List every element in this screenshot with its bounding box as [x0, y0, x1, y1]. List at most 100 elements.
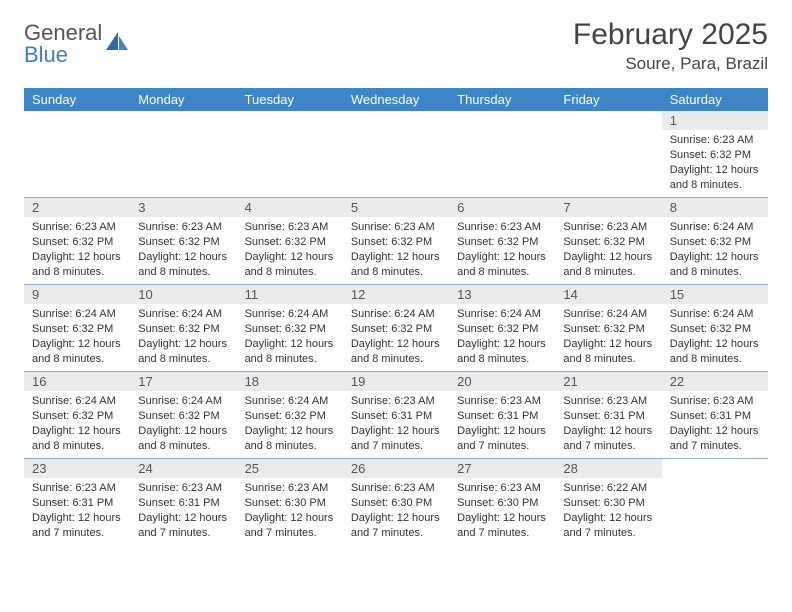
cell-body: Sunrise: 6:22 AMSunset: 6:30 PMDaylight:…	[555, 478, 661, 544]
month-title: February 2025	[573, 18, 768, 52]
day-number: 3	[130, 198, 236, 217]
day-header: Friday	[555, 88, 661, 111]
cell-body: Sunrise: 6:23 AMSunset: 6:32 PMDaylight:…	[449, 217, 555, 283]
cell-body: Sunrise: 6:23 AMSunset: 6:32 PMDaylight:…	[343, 217, 449, 283]
calendar-cell: 13Sunrise: 6:24 AMSunset: 6:32 PMDayligh…	[449, 285, 555, 371]
day-number: 17	[130, 372, 236, 391]
calendar-cell: 20Sunrise: 6:23 AMSunset: 6:31 PMDayligh…	[449, 372, 555, 458]
week-row: 9Sunrise: 6:24 AMSunset: 6:32 PMDaylight…	[24, 284, 768, 371]
calendar-cell: 10Sunrise: 6:24 AMSunset: 6:32 PMDayligh…	[130, 285, 236, 371]
calendar-cell: 19Sunrise: 6:23 AMSunset: 6:31 PMDayligh…	[343, 372, 449, 458]
location: Soure, Para, Brazil	[573, 54, 768, 74]
day-number: 10	[130, 285, 236, 304]
cell-body: Sunrise: 6:23 AMSunset: 6:32 PMDaylight:…	[130, 217, 236, 283]
day-number: 14	[555, 285, 661, 304]
day-number: 4	[237, 198, 343, 217]
cell-body: Sunrise: 6:24 AMSunset: 6:32 PMDaylight:…	[662, 304, 768, 370]
calendar-cell: 25Sunrise: 6:23 AMSunset: 6:30 PMDayligh…	[237, 459, 343, 545]
calendar-cell: 17Sunrise: 6:24 AMSunset: 6:32 PMDayligh…	[130, 372, 236, 458]
cell-body: Sunrise: 6:24 AMSunset: 6:32 PMDaylight:…	[343, 304, 449, 370]
logo-line2: Blue	[24, 42, 68, 67]
cell-body: Sunrise: 6:24 AMSunset: 6:32 PMDaylight:…	[24, 391, 130, 457]
day-number: 20	[449, 372, 555, 391]
cell-body: Sunrise: 6:23 AMSunset: 6:30 PMDaylight:…	[343, 478, 449, 544]
cell-body: Sunrise: 6:23 AMSunset: 6:31 PMDaylight:…	[449, 391, 555, 457]
day-header: Wednesday	[343, 88, 449, 111]
day-header: Monday	[130, 88, 236, 111]
calendar-cell: 0	[662, 459, 768, 545]
calendar-cell: 4Sunrise: 6:23 AMSunset: 6:32 PMDaylight…	[237, 198, 343, 284]
cell-body: Sunrise: 6:23 AMSunset: 6:32 PMDaylight:…	[24, 217, 130, 283]
calendar-cell: 28Sunrise: 6:22 AMSunset: 6:30 PMDayligh…	[555, 459, 661, 545]
day-number: 26	[343, 459, 449, 478]
cell-body: Sunrise: 6:23 AMSunset: 6:32 PMDaylight:…	[555, 217, 661, 283]
cell-body: Sunrise: 6:23 AMSunset: 6:31 PMDaylight:…	[343, 391, 449, 457]
day-number: 9	[24, 285, 130, 304]
cell-body: Sunrise: 6:24 AMSunset: 6:32 PMDaylight:…	[237, 304, 343, 370]
calendar-cell: 23Sunrise: 6:23 AMSunset: 6:31 PMDayligh…	[24, 459, 130, 545]
cell-body: Sunrise: 6:24 AMSunset: 6:32 PMDaylight:…	[130, 304, 236, 370]
calendar-cell: 26Sunrise: 6:23 AMSunset: 6:30 PMDayligh…	[343, 459, 449, 545]
cell-body: Sunrise: 6:23 AMSunset: 6:31 PMDaylight:…	[555, 391, 661, 457]
day-number: 19	[343, 372, 449, 391]
calendar-cell: 0	[24, 111, 130, 197]
day-header: Sunday	[24, 88, 130, 111]
cell-body: Sunrise: 6:23 AMSunset: 6:31 PMDaylight:…	[662, 391, 768, 457]
calendar-cell: 0	[130, 111, 236, 197]
calendar-cell: 5Sunrise: 6:23 AMSunset: 6:32 PMDaylight…	[343, 198, 449, 284]
week-row: 16Sunrise: 6:24 AMSunset: 6:32 PMDayligh…	[24, 371, 768, 458]
cell-body: Sunrise: 6:23 AMSunset: 6:30 PMDaylight:…	[449, 478, 555, 544]
calendar-cell: 0	[237, 111, 343, 197]
day-number: 18	[237, 372, 343, 391]
calendar-cell: 11Sunrise: 6:24 AMSunset: 6:32 PMDayligh…	[237, 285, 343, 371]
day-number: 21	[555, 372, 661, 391]
day-number: 27	[449, 459, 555, 478]
week-row: 0 0 0 0 0 0 1Sunrise: 6:23 AMSunset: 6:3…	[24, 111, 768, 197]
day-header: Tuesday	[237, 88, 343, 111]
calendar-cell: 22Sunrise: 6:23 AMSunset: 6:31 PMDayligh…	[662, 372, 768, 458]
calendar-cell: 12Sunrise: 6:24 AMSunset: 6:32 PMDayligh…	[343, 285, 449, 371]
weeks-container: 0 0 0 0 0 0 1Sunrise: 6:23 AMSunset: 6:3…	[24, 111, 768, 545]
header: General Blue February 2025 Soure, Para, …	[24, 18, 768, 74]
title-block: February 2025 Soure, Para, Brazil	[573, 18, 768, 74]
day-number: 1	[662, 111, 768, 130]
cell-body: Sunrise: 6:24 AMSunset: 6:32 PMDaylight:…	[449, 304, 555, 370]
day-number: 13	[449, 285, 555, 304]
calendar-cell: 0	[555, 111, 661, 197]
day-number: 5	[343, 198, 449, 217]
day-number: 8	[662, 198, 768, 217]
cell-body: Sunrise: 6:23 AMSunset: 6:32 PMDaylight:…	[662, 130, 768, 196]
logo: General Blue	[24, 22, 130, 66]
calendar-cell: 16Sunrise: 6:24 AMSunset: 6:32 PMDayligh…	[24, 372, 130, 458]
calendar: SundayMondayTuesdayWednesdayThursdayFrid…	[24, 88, 768, 545]
calendar-cell: 1Sunrise: 6:23 AMSunset: 6:32 PMDaylight…	[662, 111, 768, 197]
day-number: 15	[662, 285, 768, 304]
calendar-cell: 2Sunrise: 6:23 AMSunset: 6:32 PMDaylight…	[24, 198, 130, 284]
day-number: 2	[24, 198, 130, 217]
calendar-cell: 15Sunrise: 6:24 AMSunset: 6:32 PMDayligh…	[662, 285, 768, 371]
day-number: 23	[24, 459, 130, 478]
day-number: 24	[130, 459, 236, 478]
cell-body: Sunrise: 6:24 AMSunset: 6:32 PMDaylight:…	[237, 391, 343, 457]
calendar-cell: 21Sunrise: 6:23 AMSunset: 6:31 PMDayligh…	[555, 372, 661, 458]
cell-body: Sunrise: 6:24 AMSunset: 6:32 PMDaylight:…	[24, 304, 130, 370]
cell-body: Sunrise: 6:24 AMSunset: 6:32 PMDaylight:…	[555, 304, 661, 370]
day-header: Saturday	[662, 88, 768, 111]
day-number: 12	[343, 285, 449, 304]
week-row: 23Sunrise: 6:23 AMSunset: 6:31 PMDayligh…	[24, 458, 768, 545]
calendar-cell: 3Sunrise: 6:23 AMSunset: 6:32 PMDaylight…	[130, 198, 236, 284]
logo-sail-icon	[104, 30, 130, 52]
calendar-cell: 0	[343, 111, 449, 197]
cell-body: Sunrise: 6:24 AMSunset: 6:32 PMDaylight:…	[662, 217, 768, 283]
calendar-cell: 14Sunrise: 6:24 AMSunset: 6:32 PMDayligh…	[555, 285, 661, 371]
day-number: 11	[237, 285, 343, 304]
calendar-cell: 24Sunrise: 6:23 AMSunset: 6:31 PMDayligh…	[130, 459, 236, 545]
cell-body: Sunrise: 6:24 AMSunset: 6:32 PMDaylight:…	[130, 391, 236, 457]
day-number: 28	[555, 459, 661, 478]
calendar-cell: 6Sunrise: 6:23 AMSunset: 6:32 PMDaylight…	[449, 198, 555, 284]
day-header-row: SundayMondayTuesdayWednesdayThursdayFrid…	[24, 88, 768, 111]
calendar-cell: 9Sunrise: 6:24 AMSunset: 6:32 PMDaylight…	[24, 285, 130, 371]
cell-body: Sunrise: 6:23 AMSunset: 6:30 PMDaylight:…	[237, 478, 343, 544]
day-number: 6	[449, 198, 555, 217]
day-header: Thursday	[449, 88, 555, 111]
